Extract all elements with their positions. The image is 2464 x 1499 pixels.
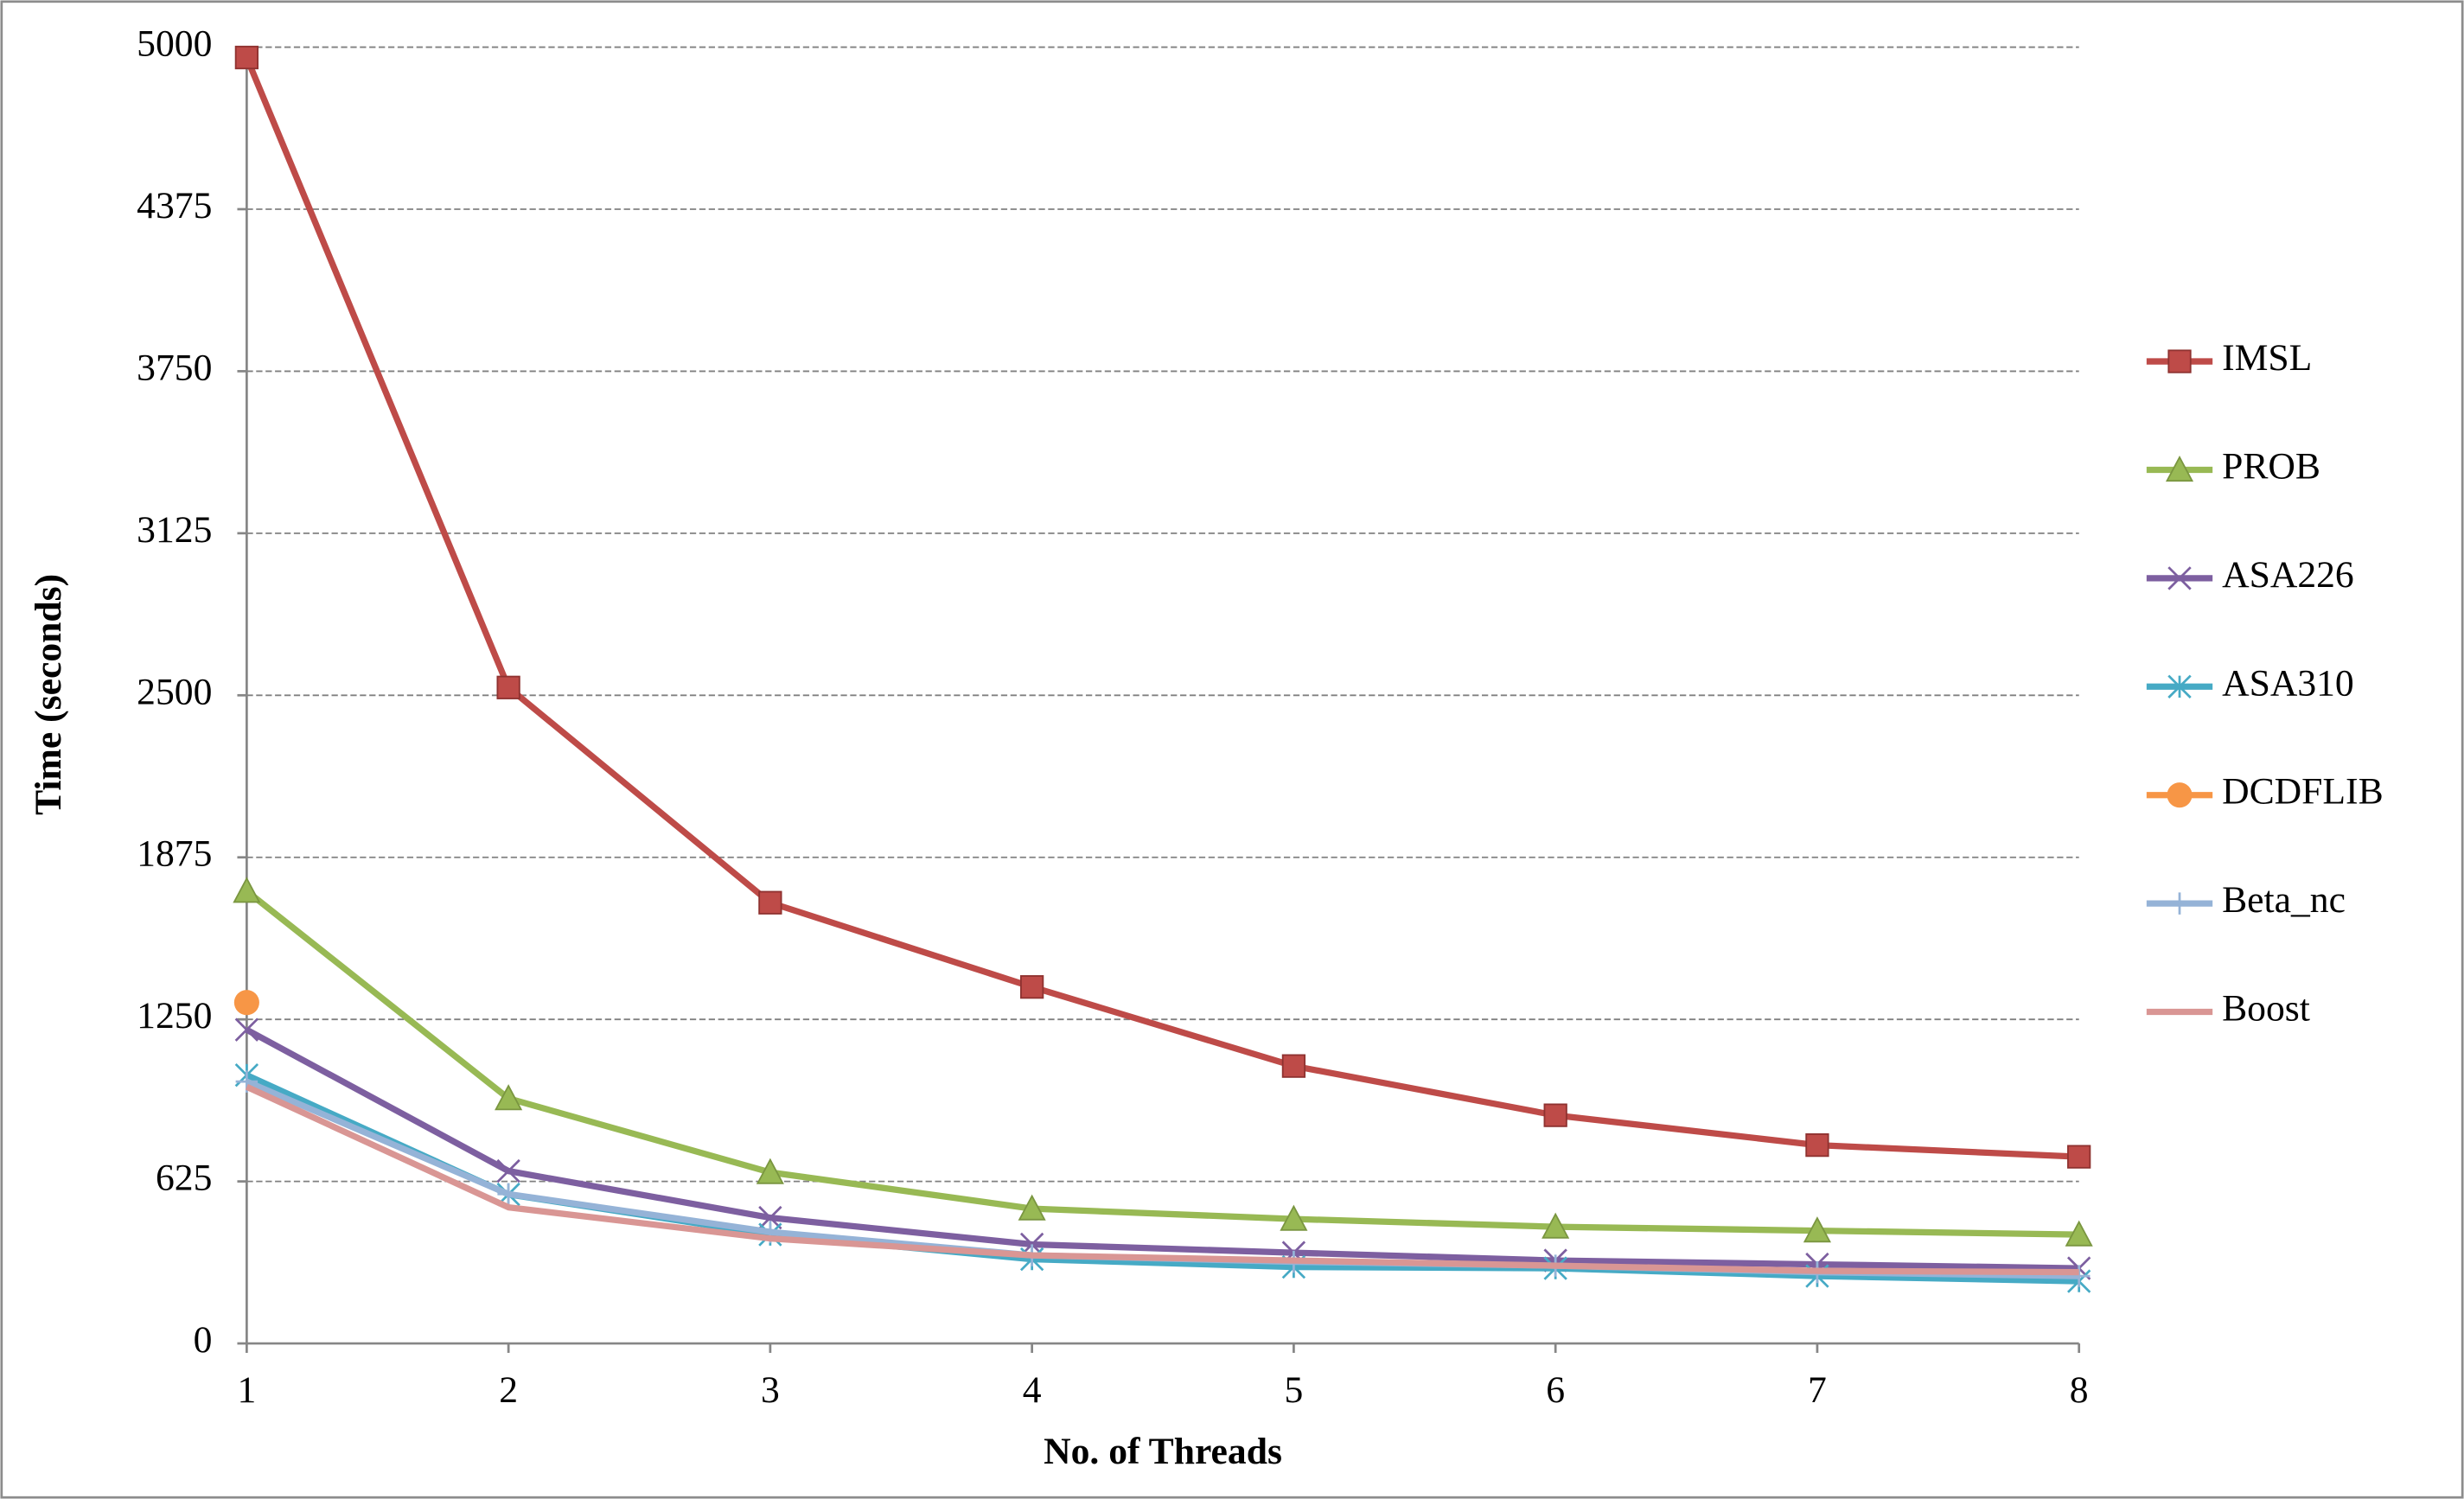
- marker: [496, 1158, 520, 1183]
- marker: [234, 1017, 259, 1042]
- marker: [2067, 1265, 2091, 1287]
- marker: [1805, 1132, 1829, 1158]
- y-tick-label: 5000: [137, 23, 212, 65]
- marker: [1281, 1054, 1306, 1078]
- x-tick-label: 7: [1808, 1369, 1827, 1411]
- marker: [234, 45, 259, 70]
- marker: [2065, 1220, 2093, 1247]
- marker: [2067, 1145, 2091, 1169]
- y-tick-label: 1250: [137, 995, 212, 1037]
- series-line: [244, 56, 2079, 1160]
- marker: [758, 1205, 782, 1230]
- marker: [496, 675, 520, 699]
- marker: [233, 877, 261, 903]
- marker: [2165, 455, 2194, 482]
- x-tick-label: 5: [1284, 1369, 1303, 1411]
- marker: [495, 1084, 523, 1111]
- marker: [2167, 349, 2192, 373]
- x-tick-label: 8: [2070, 1369, 2089, 1411]
- marker: [1543, 1103, 1567, 1127]
- y-tick-label: 2500: [137, 671, 212, 712]
- x-tick-label: 6: [1546, 1369, 1565, 1411]
- series-line: [245, 1026, 2079, 1272]
- marker: [233, 990, 259, 1016]
- series-line: [245, 888, 2079, 1238]
- legend-label: ASA310: [2222, 662, 2354, 704]
- marker: [1803, 1216, 1831, 1243]
- x-tick-label: 1: [237, 1369, 256, 1411]
- legend-label: DCDFLIB: [2222, 771, 2384, 813]
- y-tick-label: 3125: [137, 509, 212, 551]
- x-axis-title: No. of Threads: [1044, 1431, 1282, 1472]
- series-line: [245, 1083, 2079, 1276]
- legend-label: IMSL: [2222, 337, 2312, 379]
- marker: [2167, 674, 2192, 698]
- marker: [1020, 975, 1044, 999]
- x-tick-label: 2: [499, 1369, 518, 1411]
- marker: [2167, 782, 2193, 808]
- marker: [2168, 892, 2191, 915]
- y-axis-title: Time (seconds): [28, 574, 69, 815]
- marker: [1280, 1204, 1308, 1231]
- marker: [758, 890, 782, 915]
- legend-label: Boost: [2222, 988, 2310, 1030]
- y-tick-label: 625: [156, 1158, 212, 1199]
- marker: [2167, 566, 2192, 590]
- marker: [1542, 1212, 1570, 1239]
- y-tick-label: 1875: [137, 833, 212, 875]
- y-tick-label: 4375: [137, 185, 212, 226]
- legend-label: PROB: [2222, 445, 2320, 487]
- legend-label: ASA226: [2222, 554, 2354, 596]
- x-tick-label: 4: [1023, 1369, 1042, 1411]
- x-tick-label: 3: [761, 1369, 780, 1411]
- y-tick-label: 3750: [137, 347, 212, 388]
- marker: [1018, 1194, 1046, 1221]
- marker: [497, 1183, 520, 1206]
- y-tick-label: 0: [194, 1319, 213, 1361]
- marker: [756, 1158, 784, 1184]
- legend-label: Beta_nc: [2222, 879, 2346, 921]
